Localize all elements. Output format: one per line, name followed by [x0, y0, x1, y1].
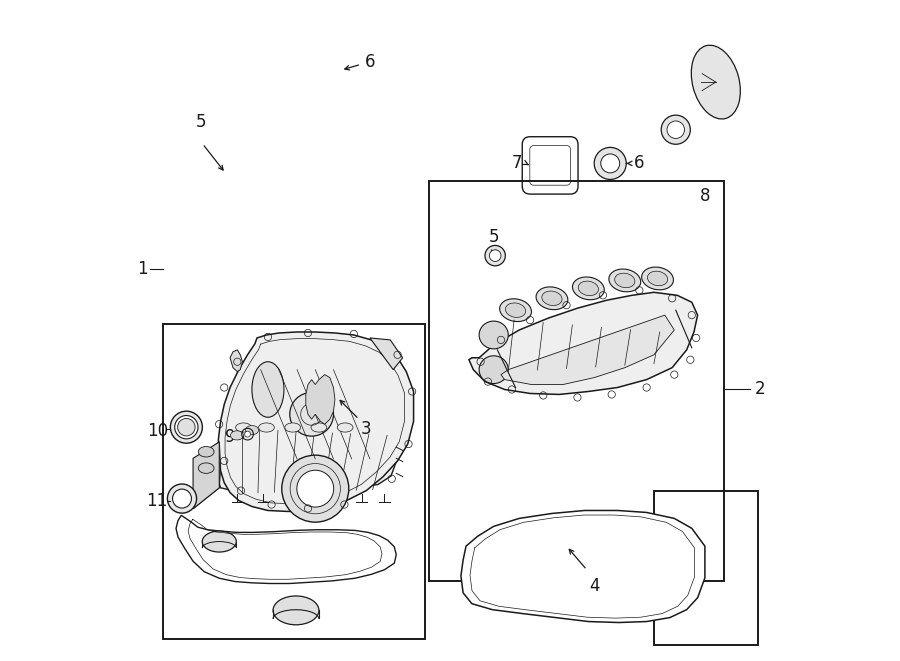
Ellipse shape [198, 447, 214, 457]
Ellipse shape [647, 271, 668, 286]
Text: 7: 7 [512, 155, 522, 173]
Ellipse shape [542, 291, 562, 305]
Polygon shape [306, 375, 335, 424]
Text: 4: 4 [589, 577, 599, 595]
Text: 11: 11 [147, 492, 168, 510]
Ellipse shape [609, 269, 641, 292]
Circle shape [662, 115, 690, 144]
Circle shape [594, 147, 626, 179]
Circle shape [290, 393, 334, 436]
Text: 2: 2 [755, 381, 766, 399]
Polygon shape [194, 442, 220, 509]
Ellipse shape [642, 267, 673, 290]
Ellipse shape [284, 423, 301, 432]
Ellipse shape [273, 596, 319, 625]
Ellipse shape [536, 287, 568, 309]
Ellipse shape [615, 273, 634, 288]
Circle shape [667, 121, 685, 138]
Ellipse shape [572, 277, 604, 299]
Circle shape [490, 250, 501, 262]
Ellipse shape [691, 45, 741, 119]
Bar [429, 181, 724, 581]
Circle shape [282, 455, 349, 522]
Ellipse shape [230, 431, 244, 440]
Ellipse shape [479, 321, 508, 349]
Text: 10: 10 [147, 422, 167, 440]
Polygon shape [219, 332, 414, 512]
Circle shape [173, 489, 192, 508]
Circle shape [167, 484, 196, 513]
Polygon shape [461, 510, 705, 623]
Bar [654, 491, 758, 645]
Ellipse shape [202, 531, 237, 552]
Text: 6: 6 [634, 155, 644, 173]
Ellipse shape [246, 426, 258, 435]
Ellipse shape [252, 362, 284, 417]
Polygon shape [214, 424, 396, 494]
Circle shape [177, 418, 195, 436]
Ellipse shape [198, 463, 214, 473]
Text: 9: 9 [225, 428, 235, 446]
Polygon shape [230, 350, 242, 371]
Text: 6: 6 [364, 54, 375, 71]
Polygon shape [194, 442, 220, 509]
Ellipse shape [506, 303, 526, 317]
Circle shape [485, 245, 505, 266]
Polygon shape [176, 516, 396, 584]
Circle shape [245, 431, 250, 437]
Ellipse shape [500, 299, 531, 321]
Ellipse shape [258, 423, 274, 432]
Text: 5: 5 [195, 113, 206, 131]
Ellipse shape [338, 423, 353, 432]
Text: 5: 5 [489, 228, 499, 246]
Circle shape [170, 411, 202, 444]
Text: 8: 8 [699, 187, 710, 205]
Polygon shape [370, 338, 402, 369]
Ellipse shape [479, 356, 508, 383]
Circle shape [601, 154, 620, 173]
Text: 3: 3 [361, 420, 372, 438]
Circle shape [175, 416, 198, 439]
Polygon shape [501, 315, 674, 385]
Bar [163, 324, 425, 639]
Polygon shape [469, 292, 698, 395]
Ellipse shape [311, 423, 327, 432]
Circle shape [297, 470, 334, 507]
Ellipse shape [579, 281, 599, 295]
Ellipse shape [236, 423, 251, 432]
Text: 1: 1 [137, 260, 148, 278]
